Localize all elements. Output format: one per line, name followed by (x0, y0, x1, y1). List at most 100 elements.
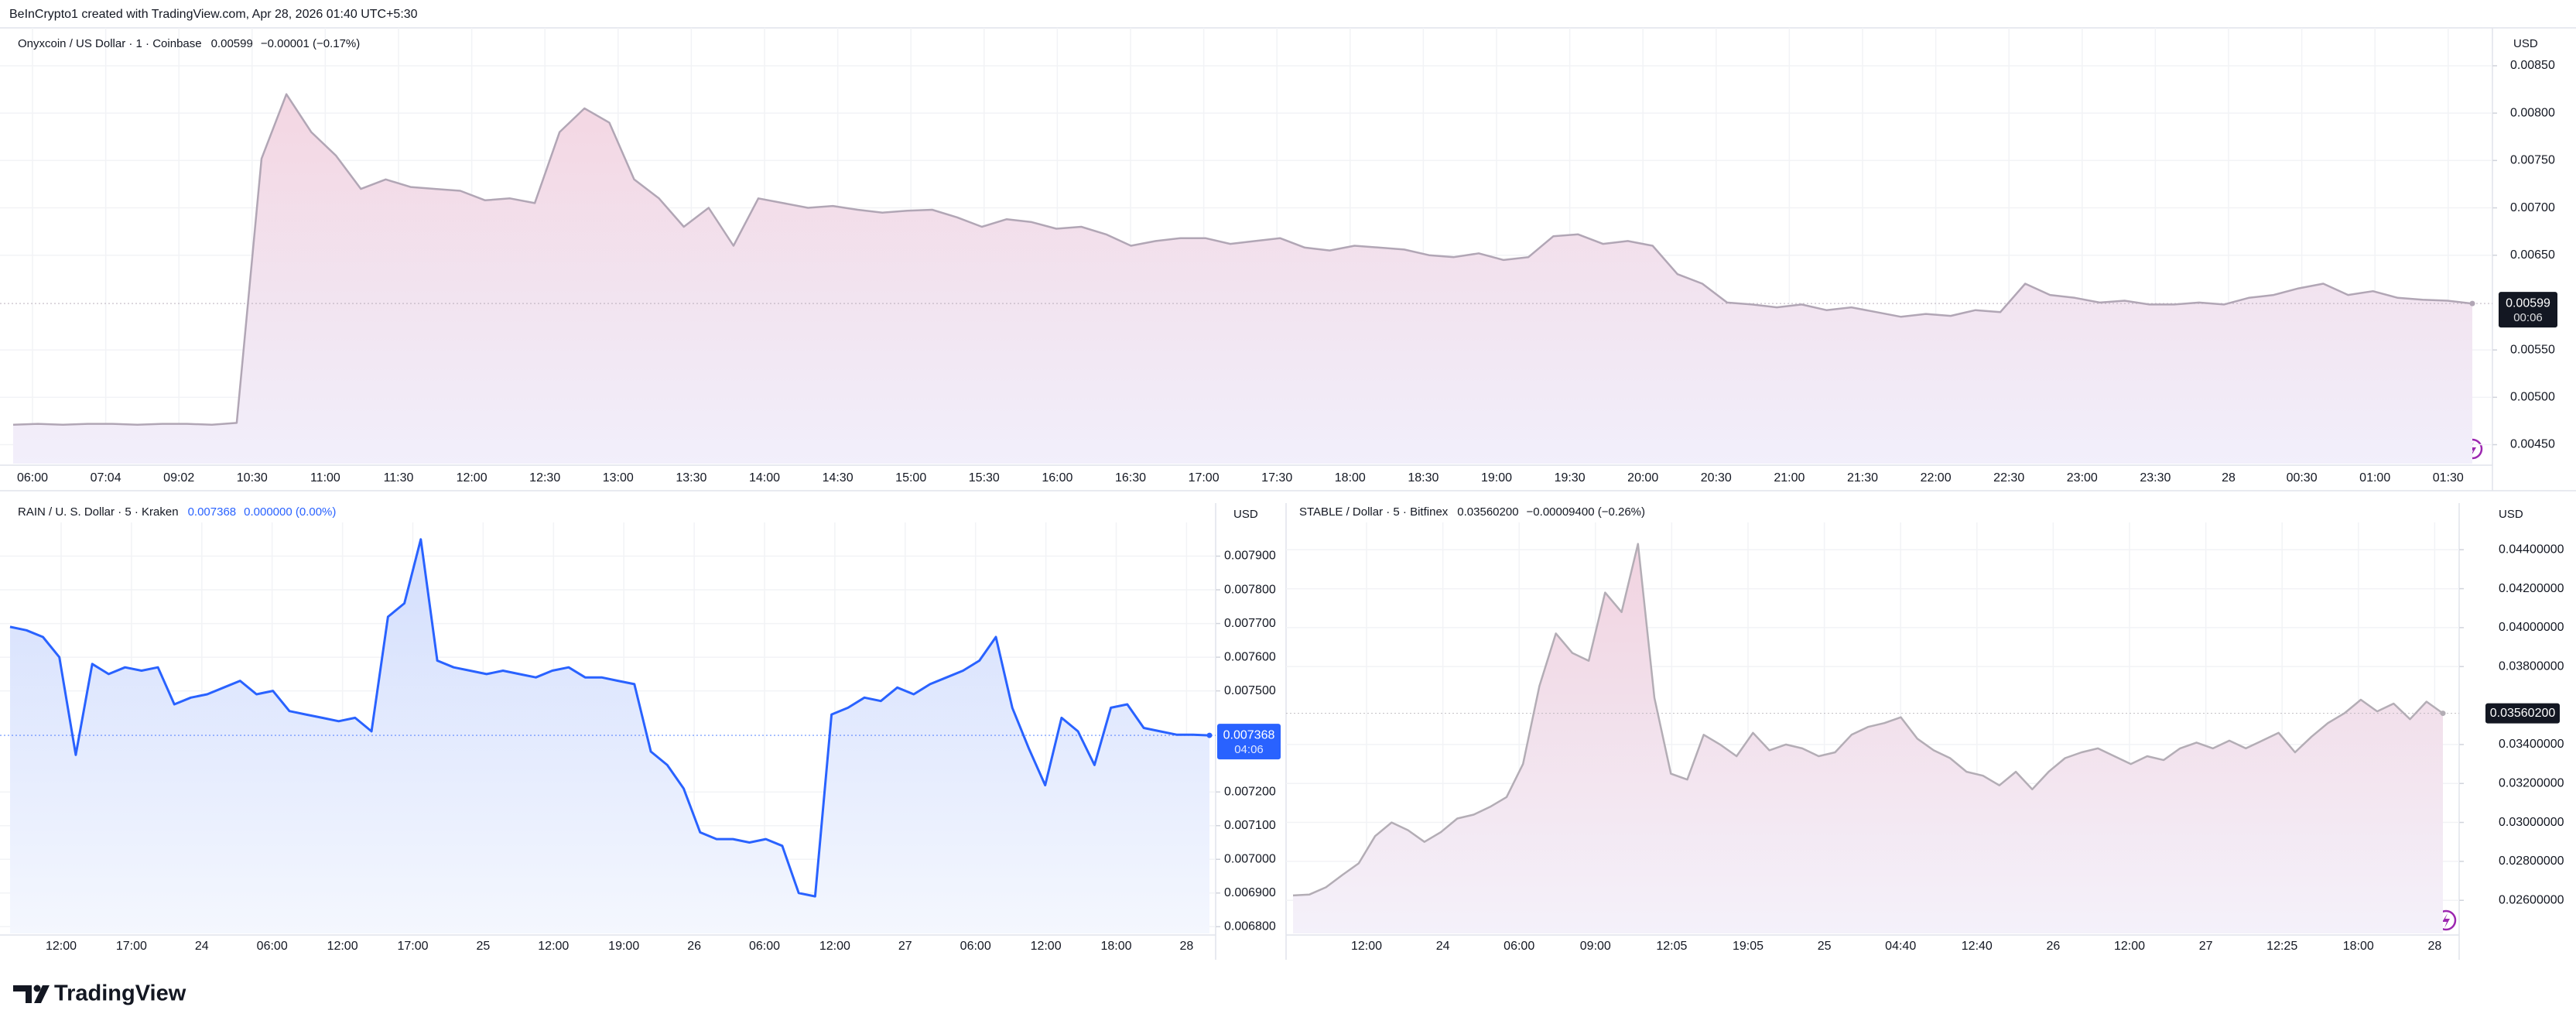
x-tick-label: 12:00 (1031, 940, 1062, 953)
y-tick-label: 0.007700 (1224, 617, 1276, 630)
x-tick-label: 00:30 (2287, 471, 2318, 485)
x-tick-label: 22:00 (1921, 471, 1952, 485)
price-badge-value: 0.03560200 (2490, 707, 2556, 720)
price-line (9, 538, 1210, 898)
x-tick-label: 24 (1436, 940, 1450, 953)
y-tick-label: 0.00550 (2510, 343, 2555, 356)
y-tick-label: 0.00450 (2510, 438, 2555, 451)
x-tick-label: 12:40 (1962, 940, 1993, 953)
legend-change: −0.00009400 (−0.26%) (1527, 505, 1645, 519)
x-tick-label: 20:30 (1701, 471, 1732, 485)
area-fill (13, 94, 2472, 464)
y-tick-label: 0.03400000 (2499, 738, 2564, 751)
x-tick-label: 12:00 (538, 940, 569, 953)
x-tick-label: 18:00 (1100, 940, 1131, 953)
y-tick-label: 0.007100 (1224, 819, 1276, 832)
y-tick-label: 0.007000 (1224, 852, 1276, 865)
legend: RAIN / U. S. Dollar · 5 · Kraken 0.007368… (18, 505, 336, 519)
x-tick-label: 23:30 (2140, 471, 2171, 485)
area-fill (1293, 543, 2443, 933)
x-tick-label: 27 (2199, 940, 2213, 953)
x-tick-label: 07:04 (91, 471, 121, 485)
y-tick-label: 0.04400000 (2499, 543, 2564, 556)
y-tick-label: 0.00750 (2510, 154, 2555, 167)
price-badge (2499, 292, 2557, 328)
last-price-dot (1206, 732, 1213, 738)
x-tick-label: 13:30 (676, 471, 706, 485)
x-tick-label: 12:00 (327, 940, 358, 953)
x-tick-label: 12:00 (1351, 940, 1382, 953)
y-tick-label: 0.007800 (1224, 583, 1276, 596)
x-tick-label: 18:00 (1335, 471, 1366, 485)
y-tick-label: 0.00650 (2510, 248, 2555, 262)
brand-name: TradingView (54, 981, 186, 1006)
legend-last: 0.00599 (211, 37, 253, 50)
y-unit: USD (2513, 37, 2538, 50)
x-tick-label: 22:30 (1993, 471, 2024, 485)
x-tick-label: 15:00 (895, 471, 926, 485)
header-credit: BeInCrypto1 created with TradingView.com… (9, 8, 418, 21)
legend-change: 0.000000 (0.00%) (244, 505, 336, 519)
y-tick-label: 0.007600 (1224, 650, 1276, 663)
x-tick-label: 26 (687, 940, 701, 953)
x-tick-label: 06:00 (17, 471, 48, 485)
y-tick-label: 0.02800000 (2499, 854, 2564, 868)
price-line (1292, 543, 2444, 897)
legend: STABLE / Dollar · 5 · Bitfinex 0.03560200… (1299, 505, 1645, 519)
legend-change: −0.00001 (−0.17%) (261, 37, 360, 50)
price-badge (1217, 724, 1281, 760)
y-tick-label: 0.03200000 (2499, 776, 2564, 789)
x-tick-label: 15:30 (969, 471, 1000, 485)
x-tick-label: 18:30 (1408, 471, 1439, 485)
y-tick-label: 0.007200 (1224, 785, 1276, 798)
x-tick-label: 21:00 (1774, 471, 1805, 485)
y-tick-label: 0.00800 (2510, 106, 2555, 119)
x-tick-label: 11:30 (384, 471, 414, 485)
y-tick-label: 0.006800 (1224, 920, 1276, 933)
countdown: 04:06 (1234, 743, 1264, 756)
x-tick-label: 17:00 (116, 940, 147, 953)
x-tick-label: 19:30 (1555, 471, 1586, 485)
legend-last: 0.03560200 (1457, 505, 1518, 519)
y-tick-label: 0.007900 (1224, 550, 1276, 563)
x-tick-label: 12:30 (529, 471, 560, 485)
y-tick-label: 0.03000000 (2499, 816, 2564, 829)
x-tick-label: 12:00 (457, 471, 487, 485)
x-tick-label: 09:02 (163, 471, 194, 485)
x-tick-label: 12:00 (2114, 940, 2145, 953)
last-price-dot (2440, 711, 2446, 717)
x-tick-label: 06:00 (1504, 940, 1534, 953)
y-tick-label: 0.02600000 (2499, 893, 2564, 906)
y-tick-label: 0.04200000 (2499, 582, 2564, 595)
x-tick-label: 14:30 (823, 471, 854, 485)
x-tick-label: 13:00 (603, 471, 634, 485)
x-tick-label: 17:30 (1261, 471, 1292, 485)
x-tick-label: 01:00 (2359, 471, 2390, 485)
x-tick-label: 12:00 (819, 940, 850, 953)
legend-title: Onyxcoin / US Dollar · 1 · Coinbase (18, 37, 202, 50)
brand-logo: TradingView (13, 981, 186, 1006)
y-unit: USD (1233, 508, 1258, 521)
y-tick-label: 0.00850 (2510, 59, 2555, 72)
x-tick-label: 06:00 (960, 940, 991, 953)
price-badge-value: 0.00599 (2506, 296, 2550, 310)
price-line (12, 93, 2473, 426)
x-tick-label: 20:00 (1627, 471, 1658, 485)
y-tick-label: 0.00500 (2510, 391, 2555, 404)
x-tick-label: 19:05 (1733, 940, 1764, 953)
x-tick-label: 26 (2047, 940, 2061, 953)
y-tick-label: 0.007500 (1224, 684, 1276, 697)
x-tick-label: 01:30 (2433, 471, 2464, 485)
x-tick-label: 27 (898, 940, 912, 953)
x-tick-label: 14:00 (749, 471, 780, 485)
y-unit: USD (2499, 508, 2523, 521)
y-tick-label: 0.04000000 (2499, 621, 2564, 634)
x-tick-label: 18:00 (2343, 940, 2374, 953)
x-tick-label: 19:00 (1481, 471, 1512, 485)
x-tick-label: 16:30 (1115, 471, 1146, 485)
x-tick-label: 04:40 (1885, 940, 1916, 953)
x-tick-label: 17:00 (397, 940, 428, 953)
legend-title: STABLE / Dollar · 5 · Bitfinex (1299, 505, 1449, 519)
